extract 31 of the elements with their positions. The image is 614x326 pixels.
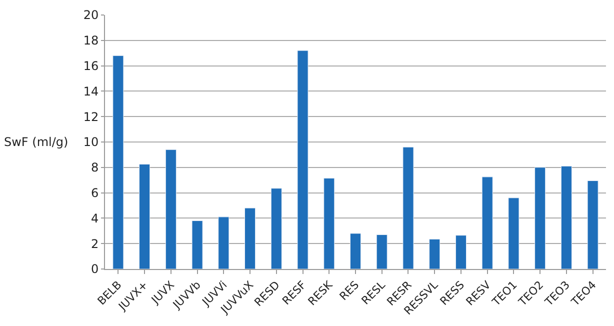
- y-tick-label: 2: [90, 236, 99, 251]
- y-tick-label: 4: [90, 211, 99, 226]
- bar: [350, 233, 362, 269]
- bar: [376, 234, 388, 269]
- y-axis-title: SwF (ml/g): [4, 135, 68, 149]
- bar: [270, 188, 282, 269]
- bar: [482, 176, 493, 269]
- bar: [244, 208, 256, 269]
- bar: [218, 216, 230, 269]
- y-tick-label: 18: [83, 34, 99, 48]
- y-tick-label: 16: [83, 59, 99, 73]
- y-tick-label: 12: [83, 110, 99, 124]
- bar: [165, 149, 176, 269]
- bar: [192, 220, 203, 269]
- bar: [324, 178, 335, 269]
- y-tick-label: 10: [83, 135, 99, 150]
- bar: [139, 164, 150, 269]
- bar: [297, 50, 308, 269]
- y-tick-label: 8: [90, 160, 99, 175]
- bar: [560, 166, 572, 269]
- bar: [429, 238, 440, 269]
- bar: [534, 167, 546, 269]
- bar: [455, 235, 466, 269]
- bar: [112, 55, 124, 269]
- y-tick-label: 6: [90, 186, 99, 200]
- y-tick-label: 0: [90, 262, 99, 276]
- y-tick-label: 14: [83, 84, 99, 98]
- bar: [402, 146, 414, 269]
- y-tick-label: 20: [83, 8, 99, 22]
- bar: [587, 180, 598, 269]
- bar: [508, 198, 520, 269]
